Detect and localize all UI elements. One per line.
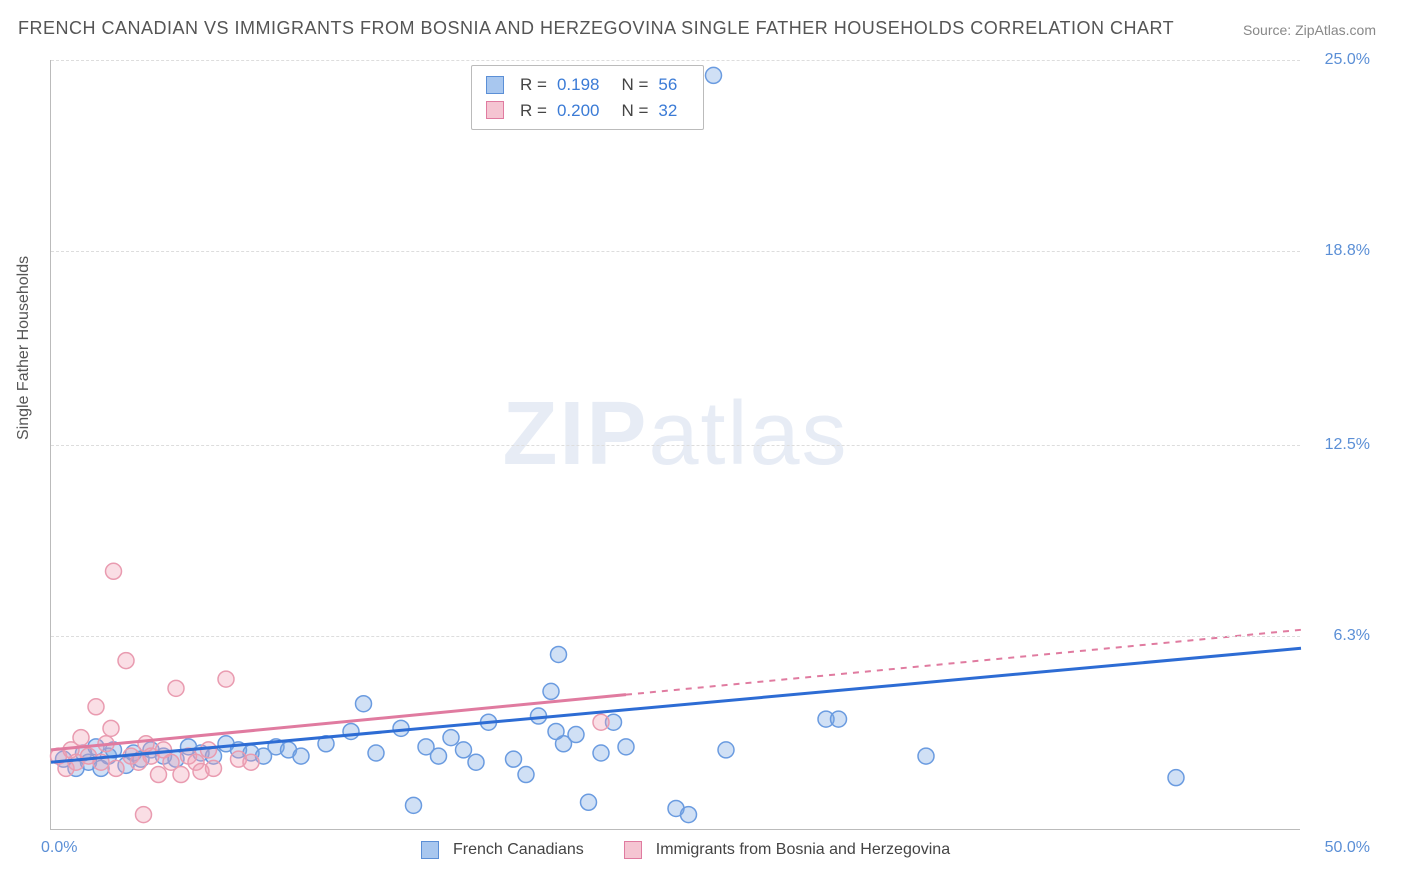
gridline [51, 445, 1300, 446]
x-tick-label: 0.0% [41, 839, 77, 857]
legend-item: French Canadians [421, 841, 584, 859]
data-point [218, 671, 234, 687]
data-point [581, 794, 597, 810]
plot-area: ZIPatlas 6.3%12.5%18.8%25.0% 0.0%50.0% R… [50, 60, 1300, 830]
data-point [831, 711, 847, 727]
y-tick-label: 25.0% [1325, 51, 1370, 69]
data-point [343, 723, 359, 739]
series-swatch [624, 841, 642, 859]
r-label: R = [520, 72, 547, 98]
r-value: 0.200 [557, 98, 600, 124]
data-point [206, 760, 222, 776]
n-label: N = [621, 98, 648, 124]
stats-box: R = 0.198 N = 56 R = 0.200 N = 32 [471, 65, 704, 130]
data-point [201, 742, 217, 758]
data-point [106, 563, 122, 579]
data-point [506, 751, 522, 767]
data-point [118, 653, 134, 669]
data-point [518, 767, 534, 783]
series-swatch [486, 101, 504, 119]
data-point [103, 720, 119, 736]
stats-row: R = 0.200 N = 32 [486, 98, 689, 124]
trend-line-dashed [626, 630, 1301, 695]
data-point [368, 745, 384, 761]
gridline [51, 60, 1300, 61]
data-point [73, 730, 89, 746]
data-point [356, 696, 372, 712]
r-label: R = [520, 98, 547, 124]
data-point [431, 748, 447, 764]
data-point [551, 646, 567, 662]
data-point [918, 748, 934, 764]
chart-area: ZIPatlas 6.3%12.5%18.8%25.0% 0.0%50.0% R… [50, 60, 1300, 830]
data-point [548, 723, 564, 739]
data-point [568, 727, 584, 743]
stats-row: R = 0.198 N = 56 [486, 72, 689, 98]
data-point [88, 699, 104, 715]
data-point [168, 680, 184, 696]
data-point [108, 760, 124, 776]
chart-title: FRENCH CANADIAN VS IMMIGRANTS FROM BOSNI… [18, 18, 1174, 39]
data-point [293, 748, 309, 764]
series-swatch [421, 841, 439, 859]
trend-line [51, 648, 1301, 762]
series-swatch [486, 76, 504, 94]
source-attribution: Source: ZipAtlas.com [1243, 22, 1376, 38]
gridline [51, 251, 1300, 252]
n-value: 32 [658, 98, 677, 124]
data-point [468, 754, 484, 770]
legend-bottom: French Canadians Immigrants from Bosnia a… [421, 841, 950, 859]
n-label: N = [621, 72, 648, 98]
r-value: 0.198 [557, 72, 600, 98]
data-point [151, 767, 167, 783]
data-point [1168, 770, 1184, 786]
data-point [618, 739, 634, 755]
data-point [718, 742, 734, 758]
y-tick-label: 12.5% [1325, 436, 1370, 454]
data-point [456, 742, 472, 758]
data-point [406, 797, 422, 813]
legend-item: Immigrants from Bosnia and Herzegovina [624, 841, 950, 859]
data-point [136, 807, 152, 823]
legend-label: Immigrants from Bosnia and Herzegovina [656, 841, 950, 859]
data-point [173, 767, 189, 783]
n-value: 56 [658, 72, 677, 98]
data-point [593, 745, 609, 761]
data-point [543, 683, 559, 699]
y-tick-label: 6.3% [1334, 627, 1370, 645]
y-axis-label: Single Father Households [15, 256, 33, 440]
data-point [243, 754, 259, 770]
y-tick-label: 18.8% [1325, 242, 1370, 260]
data-point [706, 67, 722, 83]
data-point [443, 730, 459, 746]
data-point [681, 807, 697, 823]
x-tick-label: 50.0% [1325, 839, 1370, 857]
legend-label: French Canadians [453, 841, 584, 859]
gridline [51, 636, 1300, 637]
data-point [593, 714, 609, 730]
